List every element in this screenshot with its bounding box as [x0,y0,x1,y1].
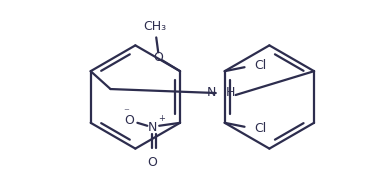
Text: Cl: Cl [254,59,267,72]
Text: +: + [158,114,165,123]
Text: O: O [124,114,134,127]
Text: ⁻: ⁻ [124,107,130,117]
Text: O: O [153,51,163,64]
Text: N: N [148,121,157,134]
Text: Cl: Cl [254,122,267,135]
Text: CH₃: CH₃ [144,20,167,33]
Text: N: N [206,86,216,99]
Text: H: H [226,86,235,99]
Text: O: O [147,155,157,169]
